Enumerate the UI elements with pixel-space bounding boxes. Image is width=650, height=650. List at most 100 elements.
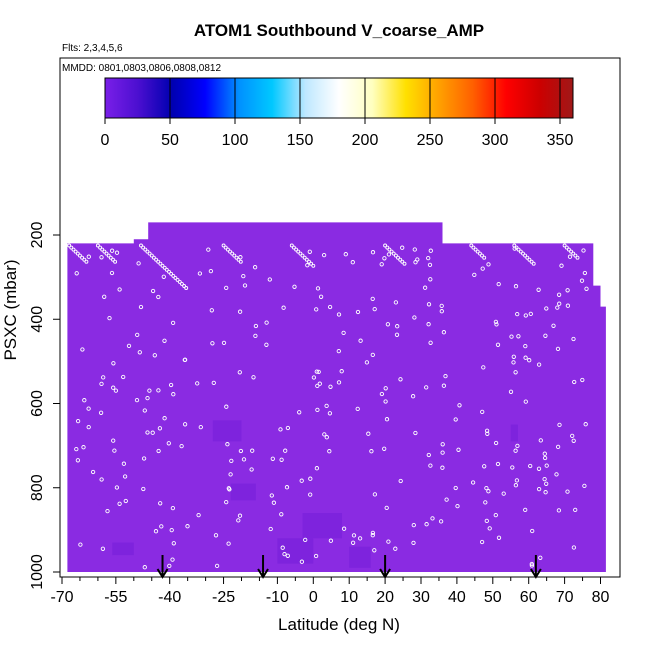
- sample-point: [513, 483, 519, 488]
- sample-point: [529, 563, 535, 568]
- sample-point: [75, 251, 80, 256]
- sample-point: [571, 251, 576, 256]
- sample-point: [439, 303, 444, 309]
- sample-point: [279, 457, 284, 462]
- sample-point: [267, 277, 272, 282]
- sample-point: [523, 253, 528, 258]
- sample-point: [253, 323, 259, 329]
- sample-point: [237, 513, 243, 518]
- sample-point: [411, 522, 416, 528]
- sample-point: [379, 391, 385, 397]
- sample-point: [382, 256, 387, 261]
- sample-point: [80, 347, 85, 352]
- sample-point: [179, 443, 184, 449]
- x-tick-label: -25: [212, 589, 235, 606]
- sample-point: [74, 271, 79, 276]
- sample-point: [149, 253, 154, 258]
- sample-point: [308, 476, 313, 481]
- sample-point: [393, 253, 398, 258]
- sample-point: [343, 252, 348, 257]
- sample-point: [426, 452, 431, 458]
- sample-point: [402, 261, 407, 266]
- sample-point: [282, 551, 287, 557]
- sample-point: [236, 518, 241, 523]
- sample-point: [562, 243, 567, 248]
- sample-point: [147, 251, 152, 256]
- sample-point: [170, 320, 176, 326]
- sample-point: [428, 277, 433, 282]
- x-axis: -70 -55 -40 -25 -10 0 10 20 30 40 50 60 70 80: [50, 576, 610, 606]
- sample-point: [285, 425, 291, 431]
- sample-point: [292, 284, 297, 289]
- sample-point: [516, 334, 521, 339]
- sample-point: [582, 270, 588, 276]
- sample-point: [400, 259, 405, 264]
- x-tick-label: 30: [412, 589, 430, 606]
- sample-point: [280, 545, 285, 550]
- sample-point: [480, 253, 484, 258]
- sample-point: [113, 388, 119, 393]
- sample-point: [531, 261, 536, 266]
- sample-point: [269, 493, 274, 498]
- sample-point: [486, 489, 491, 494]
- sample-point: [395, 324, 400, 329]
- sample-point: [182, 422, 188, 427]
- sample-point: [327, 449, 332, 454]
- sample-point: [580, 377, 585, 383]
- sample-point: [440, 450, 445, 455]
- sample-point: [114, 485, 120, 490]
- sample-point: [544, 463, 549, 468]
- sample-point: [480, 266, 485, 271]
- sample-point: [100, 247, 105, 252]
- sample-point: [567, 254, 573, 259]
- sample-point: [156, 388, 161, 393]
- sample-point: [105, 508, 110, 514]
- sample-point: [529, 259, 534, 264]
- sample-point: [484, 518, 489, 524]
- x-tick-label: 10: [340, 589, 358, 606]
- sample-point: [379, 262, 384, 267]
- sample-point: [324, 403, 329, 409]
- sample-point: [513, 448, 518, 453]
- sample-point: [389, 249, 394, 254]
- colorbar-tick-label: 0: [101, 132, 110, 149]
- sample-point: [551, 323, 556, 328]
- sample-point: [99, 381, 104, 387]
- sample-point: [223, 245, 228, 250]
- sample-point: [145, 395, 150, 401]
- sample-point: [224, 285, 229, 291]
- sample-point: [543, 333, 548, 338]
- sample-point: [221, 243, 226, 248]
- sample-point: [270, 456, 275, 461]
- sample-point: [571, 438, 576, 443]
- x-tick-label: -55: [104, 589, 127, 606]
- sample-point: [470, 480, 476, 485]
- sample-point: [441, 383, 447, 388]
- sample-point: [413, 430, 418, 436]
- dates-label: MMDD: 0801,0803,0806,0808,0812: [62, 63, 221, 74]
- sample-point: [438, 519, 444, 524]
- sample-point: [453, 485, 458, 491]
- sample-point: [179, 281, 184, 286]
- sample-point: [400, 245, 405, 250]
- sample-point: [238, 448, 244, 454]
- sample-point: [307, 249, 312, 254]
- sample-point: [575, 255, 580, 260]
- sample-point: [86, 254, 91, 259]
- sample-point: [185, 524, 190, 529]
- sample-point: [74, 446, 79, 452]
- sample-point: [107, 315, 112, 321]
- sample-point: [398, 377, 403, 382]
- sample-point: [264, 342, 269, 347]
- sample-point: [228, 472, 233, 477]
- sample-point: [411, 540, 416, 546]
- x-tick-label: 0: [309, 589, 318, 606]
- sample-point: [511, 360, 516, 365]
- sample-point: [544, 481, 549, 486]
- sample-point: [162, 416, 167, 421]
- sample-point: [372, 306, 377, 312]
- sample-point: [90, 469, 96, 475]
- sample-point: [387, 247, 392, 252]
- sample-point: [370, 533, 375, 538]
- sample-point: [440, 465, 445, 470]
